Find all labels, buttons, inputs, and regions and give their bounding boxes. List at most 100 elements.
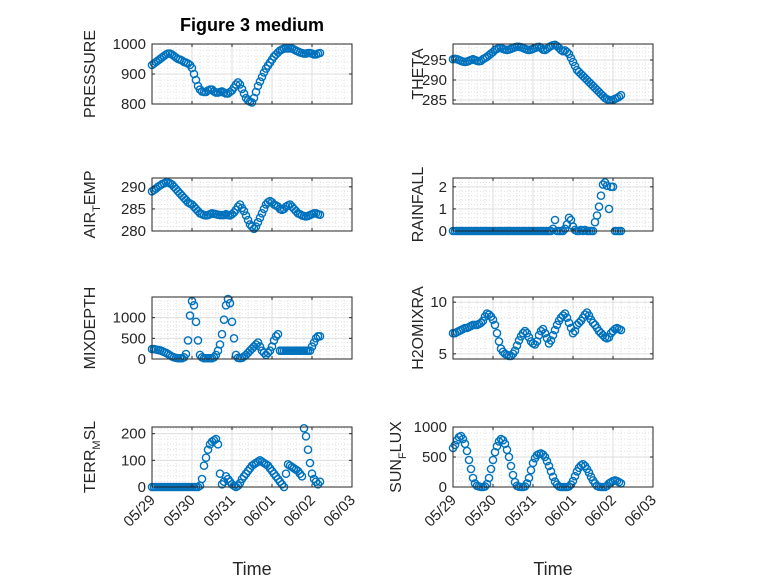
chart-rainfall-axes-box <box>452 177 654 232</box>
chart-pressure-title: Figure 3 medium <box>180 15 324 35</box>
chart-mixdepth-point <box>307 342 317 351</box>
chart-terr_msl-point <box>305 458 315 468</box>
chart-theta-point <box>568 57 578 67</box>
chart-mixdepth-point <box>253 338 263 347</box>
chart-mixdepth-point <box>305 346 315 356</box>
chart-air_temp-point <box>249 224 259 234</box>
chart-h2omixra-point <box>492 328 502 338</box>
chart-h2omixra-point <box>518 328 528 338</box>
chart-h2omixra-point <box>584 311 594 320</box>
chart-mixdepth-plot-area <box>152 297 352 359</box>
chart-mixdepth-point <box>315 331 325 341</box>
chart-rainfall-point <box>598 180 608 189</box>
chart-theta-point <box>564 49 574 59</box>
chart-terr_msl-point <box>297 471 307 481</box>
chart-pressure-point <box>247 98 257 107</box>
chart-pressure-y-tick-label: 800 <box>121 96 146 113</box>
chart-mixdepth-series <box>147 294 325 363</box>
chart-h2omixra-point <box>568 328 578 338</box>
chart-mixdepth-point <box>183 336 193 345</box>
chart-sun_flux-point <box>464 455 474 465</box>
chart-rainfall-point <box>592 211 602 220</box>
chart-sun_flux-point <box>450 440 460 450</box>
chart-terr_msl-y-tick-label: 0 <box>138 479 146 496</box>
chart-h2omixra-point <box>562 313 572 323</box>
chart-h2omixra-point <box>564 318 574 328</box>
chart-terr_msl-point <box>299 423 309 433</box>
chart-terr_msl-xlabel: Time <box>232 559 271 579</box>
chart-h2omixra-point <box>550 325 560 335</box>
chart-h2omixra-point <box>540 328 550 338</box>
chart-sun_flux-point <box>540 452 550 462</box>
chart-rainfall-point <box>594 202 604 211</box>
chart-air_temp-point <box>247 222 257 231</box>
chart-theta-point <box>614 92 624 102</box>
chart-mixdepth-point <box>227 317 237 327</box>
chart-h2omixra-point <box>604 332 614 342</box>
chart-sun_flux-point <box>486 464 496 474</box>
chart-pressure-ylabel: PRESSURE <box>82 30 99 118</box>
chart-pressure-point <box>253 81 263 91</box>
chart-theta-y-tick-label: 290 <box>422 72 447 89</box>
chart-h2omixra-point <box>522 328 532 338</box>
chart-mixdepth-point <box>185 311 195 320</box>
chart-sun_flux-point <box>544 461 554 471</box>
chart-mixdepth-point <box>225 298 235 308</box>
chart-h2omixra-point <box>546 336 556 345</box>
chart-h2omixra-point <box>514 336 524 345</box>
chart-air_temp: 280 285 290 AIRTEMP <box>82 170 353 240</box>
chart-h2omixra-ylabel: H2OMIXRA <box>410 286 427 370</box>
chart-air_temp-y-tick-label: 285 <box>121 201 146 218</box>
chart-pressure-point <box>315 48 325 58</box>
chart-terr_msl-point <box>253 457 263 467</box>
chart-terr_msl-point <box>211 434 221 444</box>
chart-rainfall-point <box>596 191 606 200</box>
chart-sun_flux-point <box>462 446 472 456</box>
chart-mixdepth-point <box>217 329 227 339</box>
chart-sun_flux-point <box>458 434 468 444</box>
chart-terr_msl-point <box>213 439 223 449</box>
chart-air_temp-point <box>257 208 267 218</box>
chart-pressure-point <box>235 80 245 89</box>
chart-rainfall-point <box>608 182 618 192</box>
chart-mixdepth-point <box>273 329 283 339</box>
chart-theta-plot-area <box>453 44 653 104</box>
chart-rainfall: 0 1 2 RAINFALL <box>410 167 654 243</box>
chart-sun_flux-xlabel: Time <box>533 559 572 579</box>
chart-sun_flux-point <box>504 452 514 462</box>
chart-sun_flux-point <box>528 458 538 468</box>
chart-h2omixra-point <box>520 326 530 336</box>
chart-h2omixra-point <box>616 325 626 335</box>
chart-pressure-point <box>233 78 243 87</box>
chart-mixdepth-y-tick-label: 500 <box>121 330 146 347</box>
chart-terr_msl-point <box>281 469 291 479</box>
chart-h2omixra-point <box>478 316 488 326</box>
chart-sun_flux-point <box>484 473 494 483</box>
chart-mixdepth: 0 500 1000 MIXDEPTH <box>82 287 353 369</box>
chart-sun_flux-point <box>480 482 490 491</box>
chart-h2omixra-point <box>510 346 520 356</box>
chart-theta-y-tick-label: 285 <box>422 92 447 109</box>
chart-sun_flux-point <box>584 468 594 477</box>
chart-theta-point <box>616 90 626 100</box>
chart-terr_msl-plot-area <box>152 427 352 487</box>
chart-h2omixra-axes-box <box>452 296 654 360</box>
chart-mixdepth-axes-box <box>151 296 353 360</box>
chart-terr_msl-point <box>201 453 211 463</box>
chart-air_temp-point <box>233 202 243 211</box>
chart-h2omixra-point <box>512 341 522 350</box>
chart-rainfall-ylabel: RAINFALL <box>410 167 427 243</box>
chart-h2omixra-point <box>476 318 486 328</box>
chart-terr_msl-axes-box <box>151 426 353 488</box>
chart-mixdepth-point <box>181 349 191 359</box>
chart-rainfall-y-tick-label: 1 <box>439 201 447 218</box>
chart-theta-point <box>562 47 572 57</box>
chart-sun_flux-point <box>468 473 478 483</box>
chart-pressure-point <box>239 89 249 98</box>
chart-sun_flux-point <box>538 450 548 459</box>
chart-pressure-y-tick-label: 1000 <box>113 36 146 53</box>
